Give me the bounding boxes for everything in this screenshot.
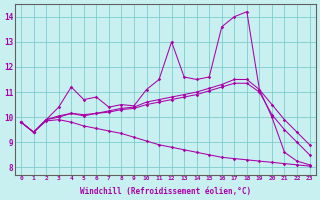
X-axis label: Windchill (Refroidissement éolien,°C): Windchill (Refroidissement éolien,°C) xyxy=(80,187,251,196)
